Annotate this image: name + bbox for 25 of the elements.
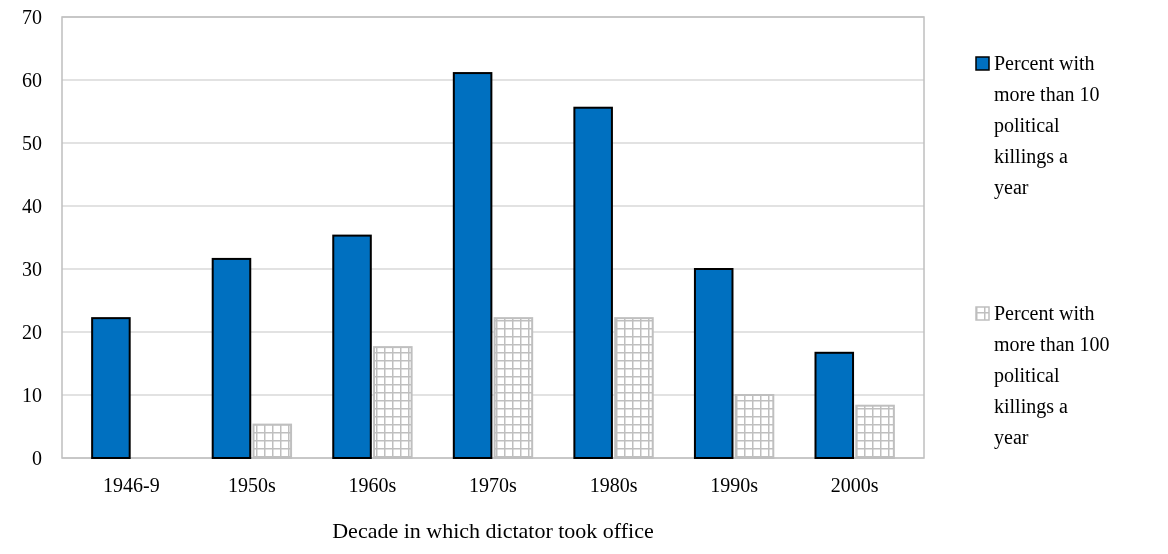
- y-tick-label: 0: [32, 447, 42, 469]
- y-tick-label: 70: [22, 6, 42, 28]
- legend-label: Percent with more than 10 political killings a year: [994, 52, 1100, 199]
- y-tick-label: 60: [22, 69, 42, 91]
- y-tick-label: 40: [22, 195, 42, 217]
- y-tick-label: 30: [22, 258, 42, 280]
- x-tick-label: 1960s: [348, 474, 397, 496]
- x-tick-label: 1970s: [469, 474, 518, 496]
- x-tick-label: 1950s: [227, 474, 276, 496]
- x-tick-label: 1946-9: [102, 474, 160, 496]
- x-tick-label: 1990s: [710, 474, 759, 496]
- bar: [91, 317, 131, 459]
- y-tick-label: 20: [22, 321, 42, 343]
- legend-label: Percent with more than 100 political killings a year: [994, 302, 1110, 449]
- bar: [211, 257, 252, 459]
- bar: [573, 106, 613, 459]
- x-tick-label: 2000s: [830, 474, 879, 496]
- y-tick-label: 10: [22, 384, 42, 406]
- bar: [332, 234, 372, 459]
- bar: [814, 351, 855, 459]
- bar: [452, 72, 493, 459]
- bar: [693, 268, 734, 459]
- x-tick-label: 1980s: [589, 474, 638, 496]
- y-tick-label: 50: [22, 132, 42, 154]
- x-axis-title: Decade in which dictator took office: [332, 518, 654, 543]
